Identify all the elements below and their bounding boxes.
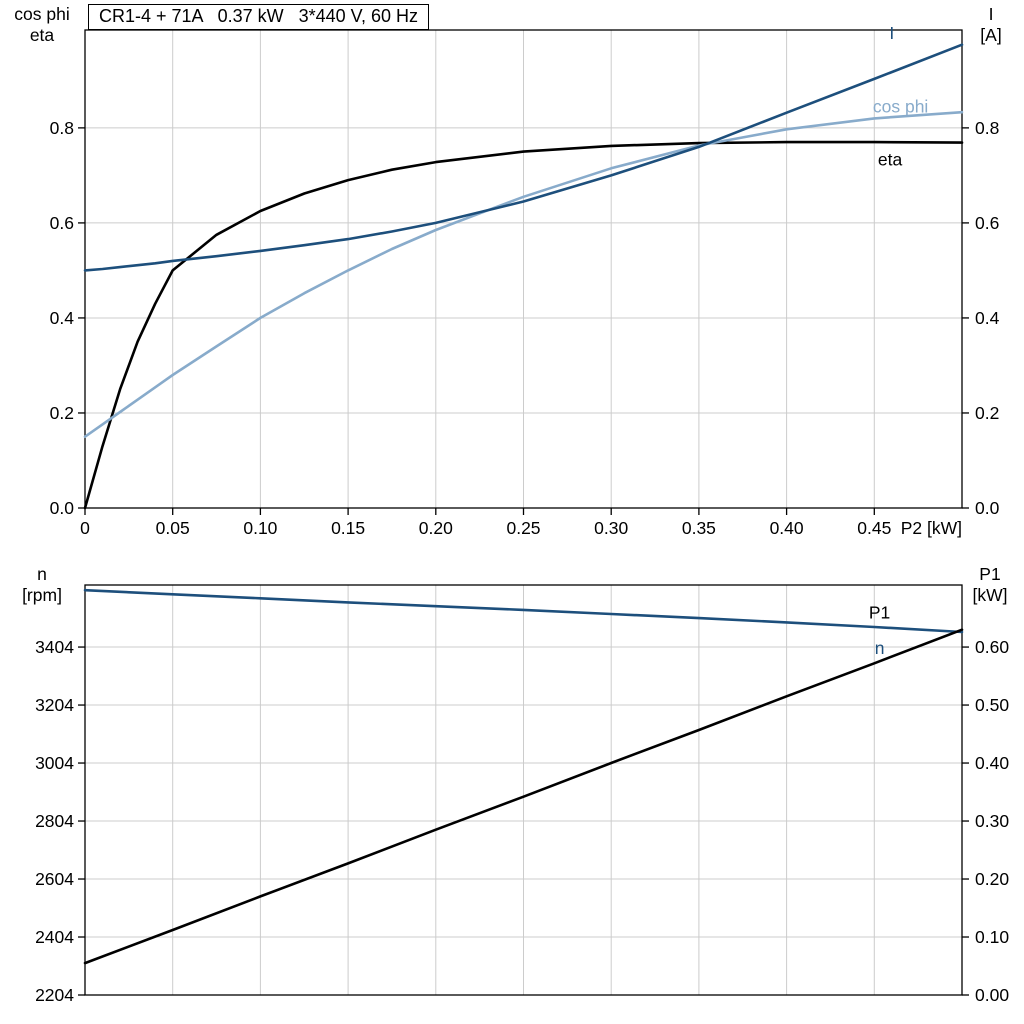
left-axis-tick-label: 0.6 — [50, 213, 74, 233]
right-axis-tick-label: 0.8 — [975, 118, 999, 138]
series-label-P1: P1 — [869, 602, 890, 622]
chart-title-box: CR1-4 + 71A 0.37 kW 3*440 V, 60 Hz — [88, 4, 430, 30]
upper-left-axis-title: cos phi eta — [2, 4, 82, 46]
left-axis-tick-label: 3204 — [35, 695, 74, 715]
right-axis-tick-label: 0.20 — [975, 869, 1009, 889]
x-axis-tick-label: 0 — [80, 518, 90, 538]
series-curve-I — [83, 43, 964, 272]
series-label-eta: eta — [878, 150, 903, 170]
upper-right-axis-title: I [A] — [966, 4, 1016, 46]
left-axis-tick-label: 0.4 — [50, 308, 75, 328]
lower-left-axis-title-line1: n — [37, 564, 47, 584]
right-axis-tick-label: 0.40 — [975, 753, 1009, 773]
right-axis-tick-label: 0.30 — [975, 811, 1009, 831]
series-label-I: I — [889, 23, 894, 43]
series-label-n: n — [875, 638, 885, 658]
right-axis-tick-label: 0.50 — [975, 695, 1009, 715]
left-axis-tick-label: 2204 — [35, 985, 74, 1005]
left-axis-tick-label: 0.2 — [50, 403, 74, 423]
x-axis-tick-label: 0.40 — [770, 518, 804, 538]
right-axis-tick-label: 0.10 — [975, 927, 1009, 947]
lower-right-axis-title-line1: P1 — [979, 564, 1001, 584]
x-axis-tick-label: 0.20 — [419, 518, 453, 538]
x-axis-tick-label: 0.35 — [682, 518, 716, 538]
x-axis-tick-label: 0.05 — [156, 518, 190, 538]
lower-right-axis-title: P1 [kW] — [960, 564, 1020, 606]
left-axis-tick-label: 2804 — [35, 811, 74, 831]
left-axis-tick-label: 3404 — [35, 637, 74, 657]
x-axis-tick-label: 0.30 — [594, 518, 628, 538]
series-curve-n — [83, 588, 964, 634]
x-axis-tick-label: 0.25 — [506, 518, 540, 538]
right-axis-tick-label: 0.60 — [975, 637, 1009, 657]
lower-left-axis-title-line2: [rpm] — [22, 585, 62, 605]
left-axis-tick-label: 2404 — [35, 927, 74, 947]
upper-right-axis-title-line1: I — [988, 4, 994, 24]
x-axis-tick-label: 0.10 — [243, 518, 277, 538]
plot-frame — [84, 584, 963, 996]
x-axis-title: P2 [kW] — [901, 518, 962, 538]
upper-right-axis-title-line2: [A] — [980, 25, 1002, 45]
left-axis-tick-label: 2604 — [35, 869, 74, 889]
series-curve-P1 — [83, 628, 964, 965]
series-curve-cos-phi — [83, 110, 964, 439]
upper-chart: 0.0 0.2 0.4 0.6 0.8 0.0 0.2 0.4 0.6 0.8 0 0.05 0.10 0… — [50, 23, 1000, 538]
lower-right-axis-title-line2: [kW] — [972, 585, 1008, 605]
right-axis-tick-label: 0.4 — [975, 308, 1000, 328]
right-axis-tick-label: 0.0 — [975, 498, 1000, 518]
left-axis-tick-label: 0.0 — [50, 498, 75, 518]
lower-chart: 2204 2404 2604 2804 3004 3204 3404 0.00 0.10 0.20… — [35, 584, 1009, 1005]
x-axis-tick-label: 0.45 — [857, 518, 891, 538]
series-label-cos-phi: cos phi — [873, 96, 928, 116]
right-axis-tick-label: 0.2 — [975, 403, 999, 423]
upper-left-axis-title-line2: eta — [29, 25, 55, 45]
right-axis-tick-label: 0.00 — [975, 985, 1009, 1005]
left-axis-tick-label: 0.8 — [50, 118, 74, 138]
lower-left-axis-title: n [rpm] — [2, 564, 82, 606]
x-axis-tick-label: 0.15 — [331, 518, 365, 538]
upper-left-axis-title-line1: cos phi — [14, 4, 70, 24]
left-axis-tick-label: 3004 — [35, 753, 74, 773]
right-axis-tick-label: 0.6 — [975, 213, 999, 233]
